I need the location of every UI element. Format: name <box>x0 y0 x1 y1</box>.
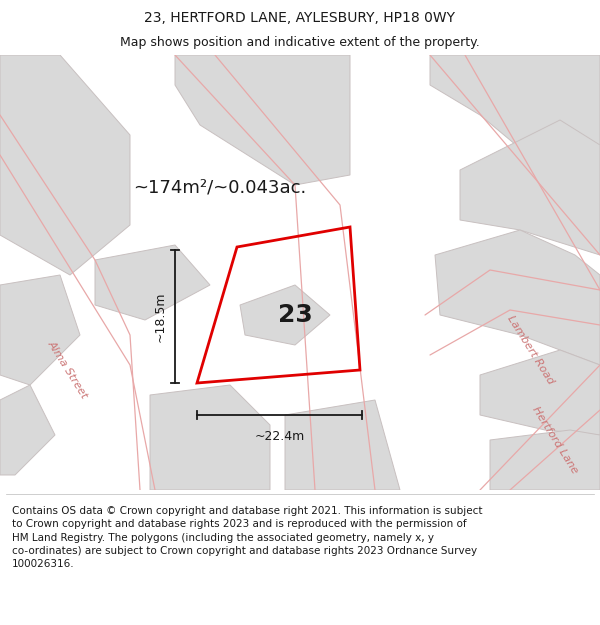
Text: ~18.5m: ~18.5m <box>154 291 167 342</box>
Polygon shape <box>460 120 600 255</box>
Text: ~22.4m: ~22.4m <box>254 430 305 443</box>
Text: Hertford Lane: Hertford Lane <box>530 404 580 476</box>
Polygon shape <box>0 385 55 475</box>
Text: Alma Street: Alma Street <box>46 339 90 401</box>
Polygon shape <box>0 275 80 385</box>
Text: Contains OS data © Crown copyright and database right 2021. This information is : Contains OS data © Crown copyright and d… <box>12 506 482 569</box>
Polygon shape <box>150 385 270 490</box>
Polygon shape <box>285 400 400 490</box>
Text: 23, HERTFORD LANE, AYLESBURY, HP18 0WY: 23, HERTFORD LANE, AYLESBURY, HP18 0WY <box>145 11 455 24</box>
Polygon shape <box>480 350 600 435</box>
Polygon shape <box>430 55 600 165</box>
Polygon shape <box>95 245 210 320</box>
Polygon shape <box>175 55 350 185</box>
Polygon shape <box>435 230 600 365</box>
Text: 23: 23 <box>278 303 313 327</box>
Polygon shape <box>240 285 330 345</box>
Polygon shape <box>490 430 600 490</box>
Text: Lambert Road: Lambert Road <box>505 314 555 386</box>
Text: ~174m²/~0.043ac.: ~174m²/~0.043ac. <box>133 178 307 196</box>
Text: Map shows position and indicative extent of the property.: Map shows position and indicative extent… <box>120 36 480 49</box>
Polygon shape <box>0 55 130 275</box>
